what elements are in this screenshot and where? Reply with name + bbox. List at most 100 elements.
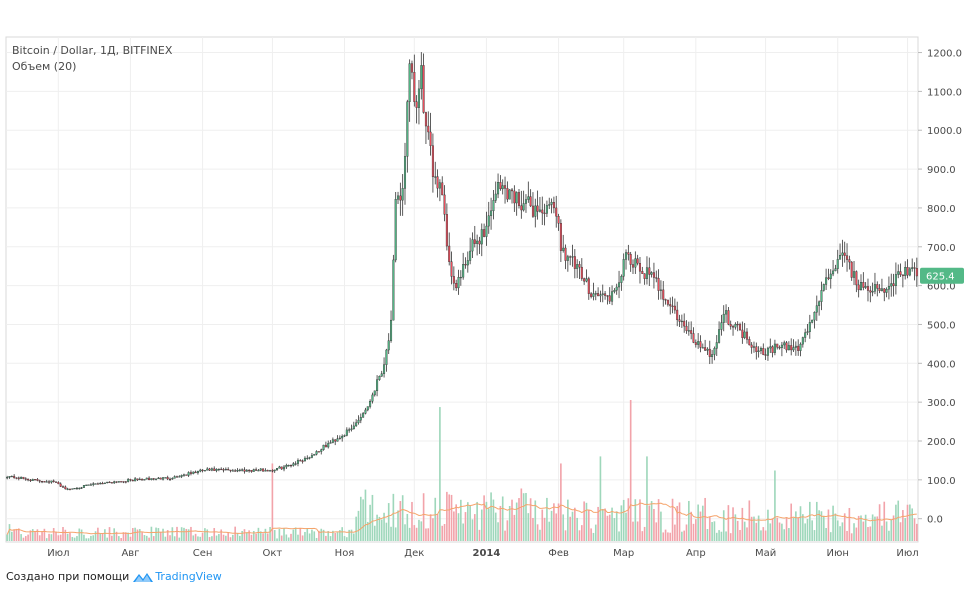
candle-body[interactable]	[415, 101, 418, 108]
candle-body[interactable]	[171, 478, 174, 480]
candle-body[interactable]	[797, 345, 800, 351]
candle-body[interactable]	[729, 324, 732, 327]
candle-body[interactable]	[576, 264, 579, 269]
candle-body[interactable]	[122, 481, 125, 483]
candle-body[interactable]	[92, 483, 95, 485]
candle-body[interactable]	[606, 295, 609, 297]
candle-body[interactable]	[61, 486, 65, 488]
candle-body[interactable]	[634, 258, 637, 268]
candle-body[interactable]	[820, 290, 823, 302]
candle-body[interactable]	[341, 435, 344, 439]
candle-body[interactable]	[636, 258, 639, 264]
candle-body[interactable]	[390, 319, 393, 341]
chart-area[interactable]: 1200.0 1100.0 1000.0 900.0 800.0 700.0 600.0 50…	[0, 0, 968, 560]
candle-body[interactable]	[585, 278, 588, 282]
candle-body[interactable]	[878, 288, 881, 291]
candle-body[interactable]	[894, 274, 897, 286]
candle-body[interactable]	[229, 469, 232, 472]
candle-body[interactable]	[871, 291, 874, 293]
candle-body[interactable]	[778, 347, 781, 349]
candle-body[interactable]	[436, 176, 439, 189]
candle-body[interactable]	[483, 229, 486, 237]
candle-body[interactable]	[208, 468, 211, 471]
candle-body[interactable]	[196, 471, 199, 474]
candle-body[interactable]	[650, 272, 653, 275]
candle-body[interactable]	[357, 419, 360, 423]
candle-body[interactable]	[117, 481, 120, 483]
candle-body[interactable]	[839, 255, 842, 260]
candle-body[interactable]	[766, 347, 769, 356]
candle-body[interactable]	[750, 344, 753, 348]
candle-body[interactable]	[618, 282, 621, 288]
candle-body[interactable]	[722, 313, 725, 323]
candle-body[interactable]	[150, 478, 153, 481]
candle-body[interactable]	[522, 203, 525, 211]
candle-body[interactable]	[294, 463, 297, 465]
candle-body[interactable]	[827, 277, 830, 279]
candle-body[interactable]	[485, 225, 488, 237]
candle-body[interactable]	[508, 189, 511, 200]
candle-body[interactable]	[269, 470, 272, 472]
candle-body[interactable]	[255, 469, 258, 471]
candle-body[interactable]	[608, 295, 611, 302]
candle-body[interactable]	[757, 350, 760, 352]
candle-body[interactable]	[906, 267, 909, 276]
candle-body[interactable]	[739, 324, 742, 331]
candle-body[interactable]	[520, 205, 523, 211]
candle-body[interactable]	[613, 290, 616, 292]
candle-body[interactable]	[524, 199, 527, 204]
candle-body[interactable]	[134, 478, 137, 482]
candle-body[interactable]	[748, 339, 751, 346]
candle-body[interactable]	[873, 284, 876, 292]
candle-body[interactable]	[376, 379, 379, 392]
candle-body[interactable]	[771, 346, 774, 353]
candle-body[interactable]	[220, 468, 223, 471]
candle-body[interactable]	[511, 189, 514, 192]
candle-body[interactable]	[141, 478, 144, 481]
candle-body[interactable]	[785, 342, 788, 351]
candle-body[interactable]	[169, 478, 172, 481]
candle-body[interactable]	[238, 469, 241, 471]
candle-body[interactable]	[424, 112, 427, 127]
candle-body[interactable]	[876, 284, 879, 289]
candle-body[interactable]	[378, 376, 381, 380]
candle-body[interactable]	[329, 442, 332, 444]
candle-body[interactable]	[704, 347, 707, 351]
candle-body[interactable]	[299, 460, 302, 462]
candle-body[interactable]	[448, 245, 451, 262]
candle-body[interactable]	[469, 250, 472, 261]
candle-body[interactable]	[250, 470, 253, 472]
candle-body[interactable]	[908, 268, 911, 276]
candle-body[interactable]	[273, 469, 276, 472]
candle-body[interactable]	[241, 469, 244, 471]
candle-body[interactable]	[292, 463, 295, 466]
candle-body[interactable]	[527, 196, 530, 200]
candle-body[interactable]	[152, 478, 155, 480]
candle-body[interactable]	[350, 428, 353, 430]
candle-body[interactable]	[825, 277, 828, 285]
candle-body[interactable]	[834, 268, 837, 272]
candle-body[interactable]	[289, 464, 293, 467]
candle-body[interactable]	[59, 483, 62, 487]
candle-body[interactable]	[478, 240, 481, 245]
candle-body[interactable]	[143, 479, 146, 481]
candle-body[interactable]	[627, 252, 630, 255]
candle-body[interactable]	[129, 479, 132, 481]
candle-body[interactable]	[573, 256, 576, 269]
candle-body[interactable]	[283, 466, 286, 470]
candle-body[interactable]	[887, 285, 890, 290]
candle-body[interactable]	[371, 394, 374, 402]
candle-body[interactable]	[892, 283, 895, 286]
candle-body[interactable]	[759, 348, 762, 352]
candle-body[interactable]	[24, 478, 27, 480]
candle-body[interactable]	[406, 101, 409, 157]
candle-body[interactable]	[480, 229, 483, 245]
candle-body[interactable]	[799, 343, 802, 351]
candle-body[interactable]	[308, 457, 311, 459]
candle-body[interactable]	[499, 182, 502, 190]
candle-body[interactable]	[864, 286, 867, 288]
candle-body[interactable]	[752, 346, 755, 348]
candle-body[interactable]	[50, 480, 53, 483]
candle-body[interactable]	[783, 342, 786, 346]
candle-body[interactable]	[127, 479, 130, 482]
